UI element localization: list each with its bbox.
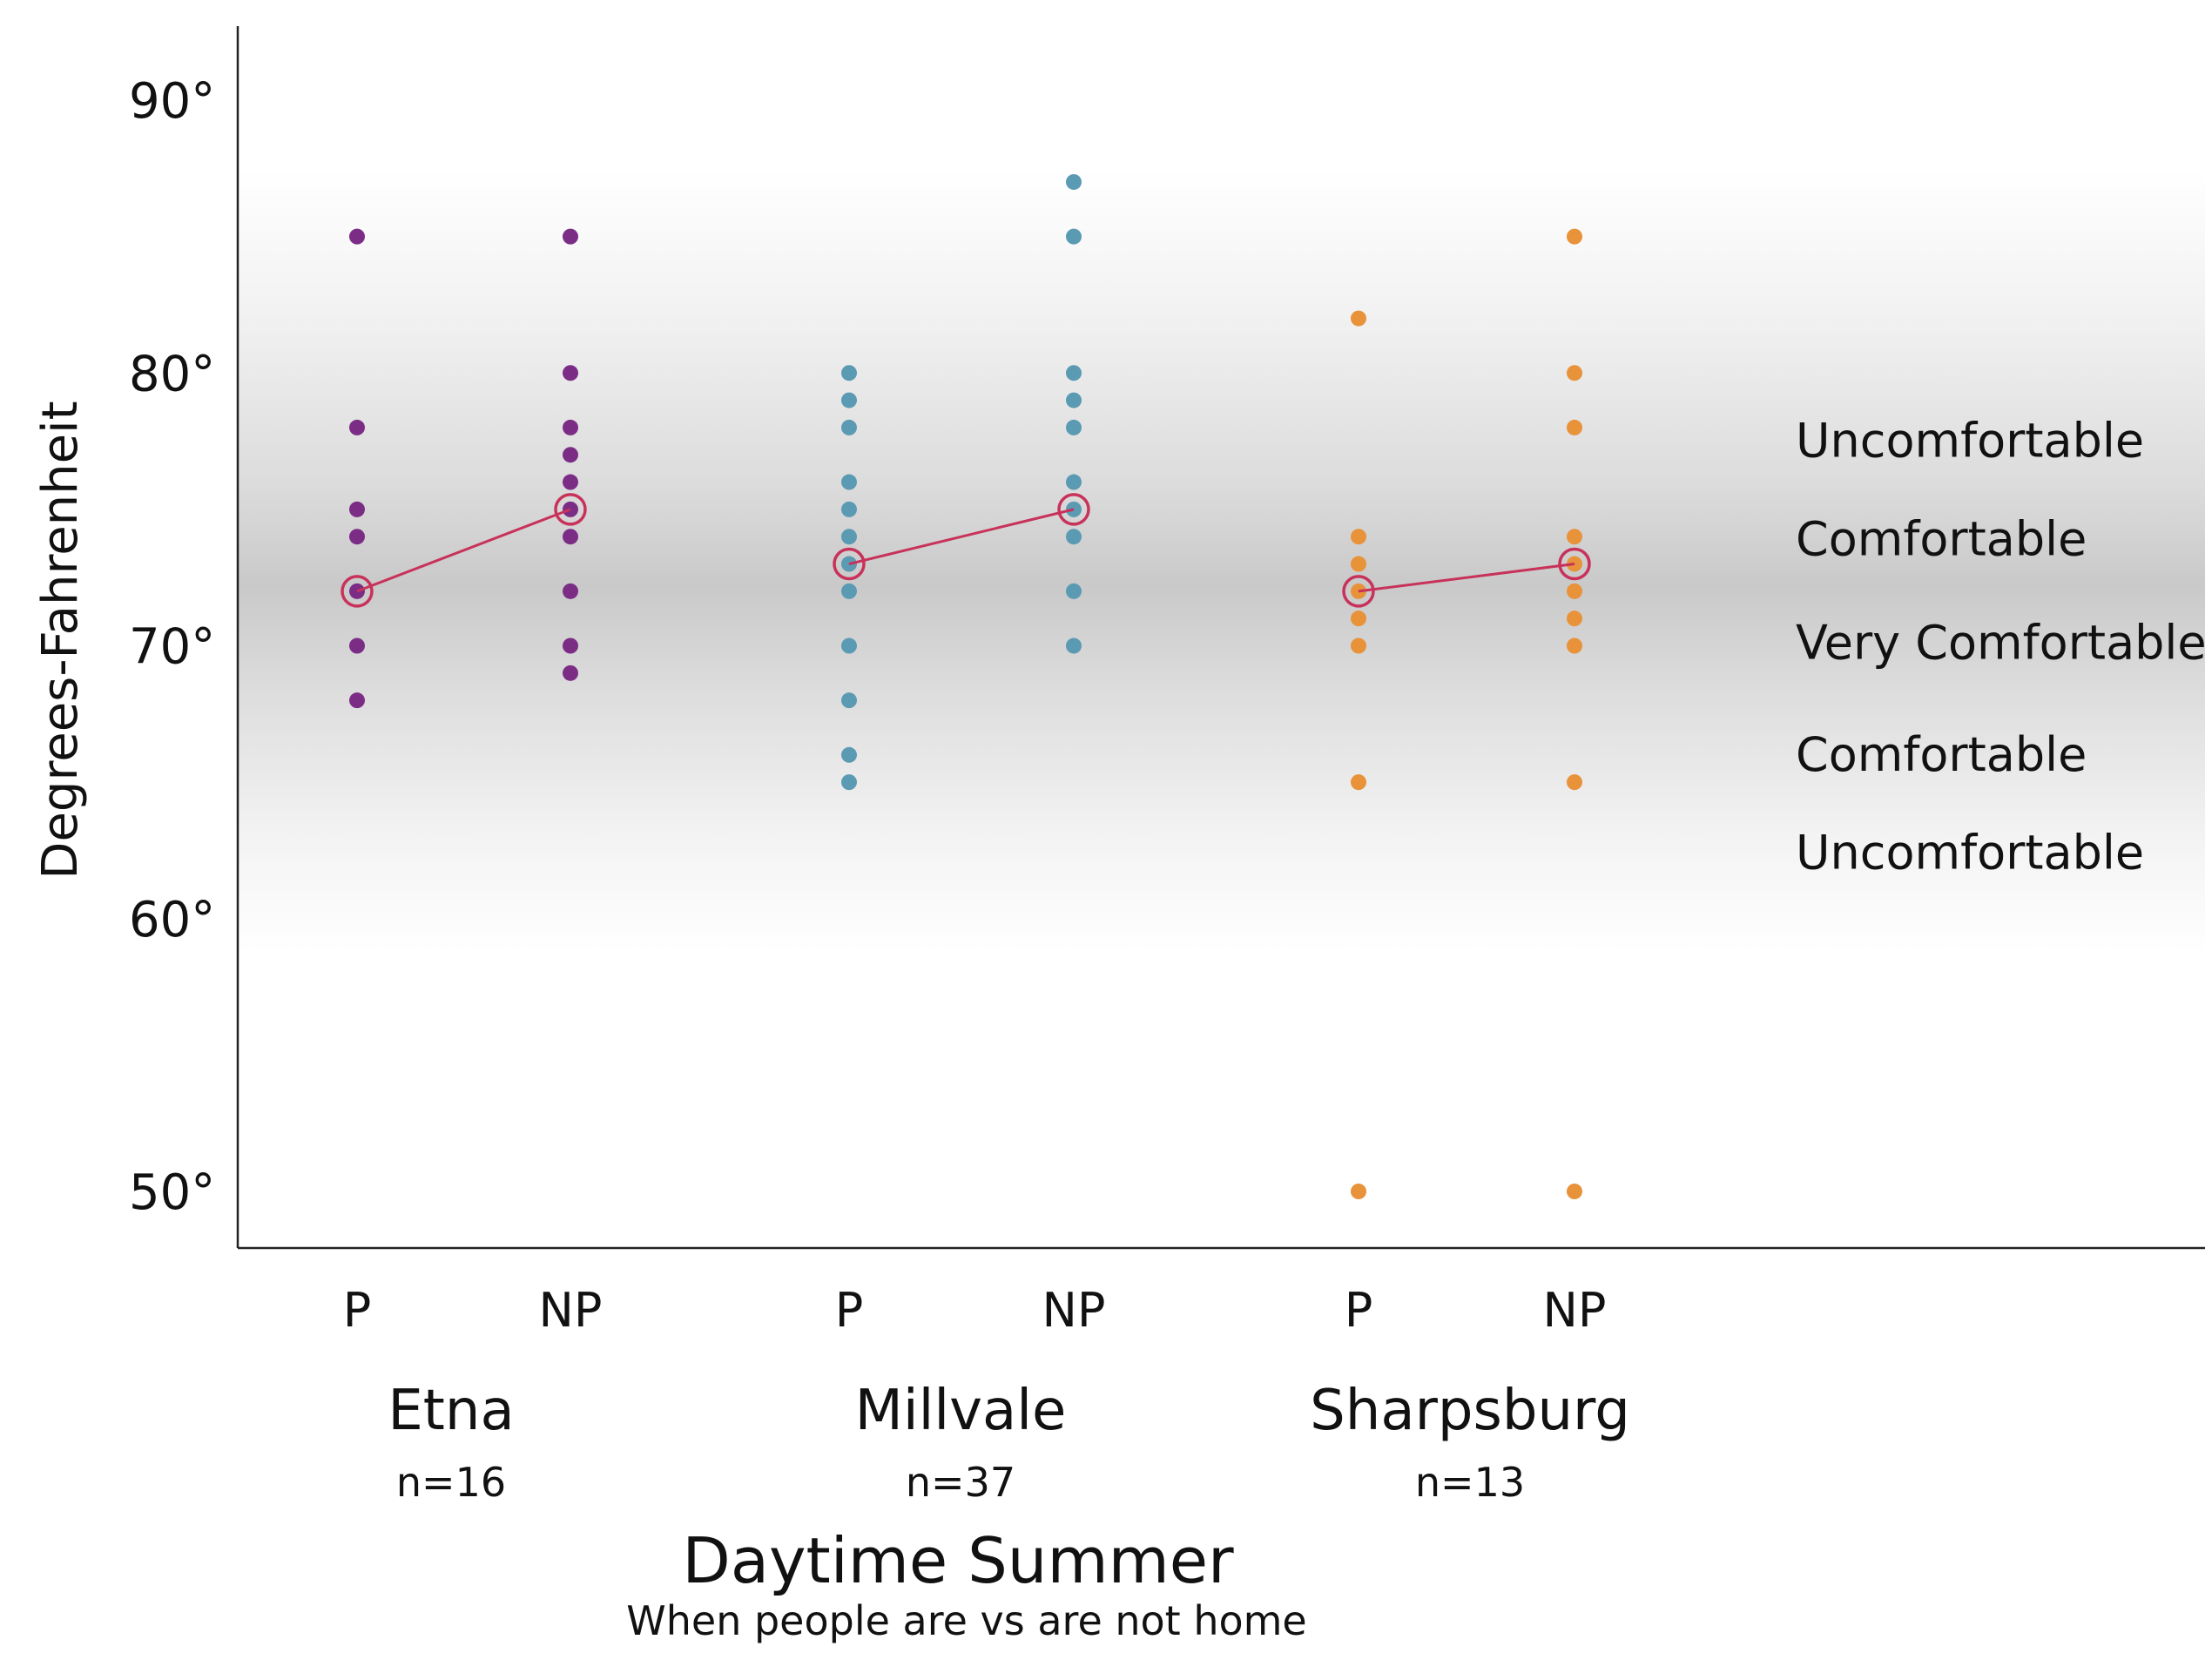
data-point — [349, 501, 365, 517]
group-label: Etna — [388, 1379, 514, 1443]
data-point — [563, 365, 578, 381]
data-point — [349, 529, 365, 545]
data-point — [1567, 638, 1582, 654]
mean-connector-line — [356, 508, 571, 593]
y-tick-labels: 90° 80° 70° 60° 50° — [129, 73, 215, 1221]
mean-connector-line — [848, 508, 1075, 565]
group-label: Millvale — [855, 1379, 1067, 1443]
data-point — [563, 447, 578, 463]
data-point — [1066, 228, 1082, 245]
data-point — [563, 419, 578, 435]
comfort-band-label: Uncomfortable — [1796, 414, 2144, 469]
data-point — [563, 228, 578, 245]
condition-label: NP — [1042, 1283, 1106, 1338]
data-point — [1351, 1184, 1366, 1199]
data-point — [1066, 583, 1082, 599]
mean-marker — [1342, 575, 1375, 608]
y-tick-label: 60° — [129, 892, 215, 948]
mean-marker — [554, 493, 587, 526]
data-point — [1066, 529, 1082, 545]
data-points — [349, 173, 1582, 1199]
data-point — [349, 692, 365, 709]
group-n-label: n=37 — [906, 1459, 1015, 1506]
data-point — [1567, 529, 1582, 545]
mean-markers — [341, 493, 1591, 608]
data-point — [841, 392, 857, 408]
data-point — [1066, 638, 1082, 654]
mean-marker — [833, 547, 866, 581]
y-tick-label: 90° — [129, 73, 215, 130]
condition-label: P — [835, 1283, 864, 1338]
data-point — [1567, 774, 1582, 791]
group-label: Sharpsburg — [1310, 1379, 1630, 1443]
data-point — [841, 501, 857, 517]
mean-marker — [1057, 493, 1090, 526]
data-point — [1066, 392, 1082, 408]
group-n-label: n=13 — [1415, 1459, 1525, 1506]
data-point — [841, 583, 857, 599]
mean-marker — [341, 575, 374, 608]
x-axis-labels: P NP Etna n=16 P NP Millvale n=37 P NP Sharpsburg n… — [343, 1283, 1630, 1506]
mean-marker — [1558, 547, 1591, 581]
condition-label: P — [343, 1283, 372, 1338]
data-point — [1351, 310, 1366, 327]
data-point — [841, 692, 857, 709]
data-point — [841, 746, 857, 763]
data-point — [1567, 611, 1582, 627]
data-point — [841, 638, 857, 654]
data-point — [1066, 419, 1082, 435]
comfort-gradient-band — [238, 170, 2205, 954]
data-point — [1351, 638, 1366, 654]
comfort-band-label: Comfortable — [1796, 511, 2087, 566]
data-point — [841, 365, 857, 381]
chart-title: Daytime Summer — [682, 1524, 1234, 1597]
data-point — [1567, 228, 1582, 245]
data-point — [1066, 365, 1082, 381]
data-point — [563, 529, 578, 545]
comfort-band-label: Uncomfortable — [1796, 826, 2144, 880]
data-point — [841, 474, 857, 490]
data-point — [1567, 1184, 1582, 1199]
condition-label: NP — [1543, 1283, 1607, 1338]
data-point — [1567, 583, 1582, 599]
data-point — [1066, 173, 1082, 190]
comfort-band-labels: Uncomfortable Comfortable Very Comfortable… — [1796, 414, 2205, 880]
data-point — [563, 474, 578, 490]
data-point — [349, 228, 365, 245]
data-point — [1351, 556, 1366, 572]
data-point — [1066, 474, 1082, 490]
comfort-band-label: Very Comfortable — [1796, 615, 2205, 670]
data-point — [563, 665, 578, 681]
data-point — [841, 774, 857, 791]
y-tick-label: 70° — [129, 619, 215, 676]
data-point — [1567, 365, 1582, 381]
condition-label: P — [1345, 1283, 1373, 1338]
axes — [236, 26, 2205, 1250]
condition-label: NP — [539, 1283, 603, 1338]
data-point — [1351, 611, 1366, 627]
mean-connector-line — [1358, 563, 1575, 593]
y-tick-label: 50° — [129, 1164, 215, 1221]
data-point — [1351, 529, 1366, 545]
data-point — [841, 419, 857, 435]
y-axis-label: Degrees-Fahrenheit — [32, 401, 89, 879]
data-point — [841, 529, 857, 545]
data-point — [349, 638, 365, 654]
y-tick-label: 80° — [129, 346, 215, 402]
data-point — [563, 583, 578, 599]
data-point — [1567, 419, 1582, 435]
data-point — [563, 638, 578, 654]
comfort-band-label: Comfortable — [1796, 727, 2087, 782]
chart-subtitle: When people are vs are not home — [626, 1597, 1306, 1644]
data-point — [1351, 774, 1366, 791]
data-point — [349, 419, 365, 435]
group-n-label: n=16 — [396, 1459, 506, 1506]
